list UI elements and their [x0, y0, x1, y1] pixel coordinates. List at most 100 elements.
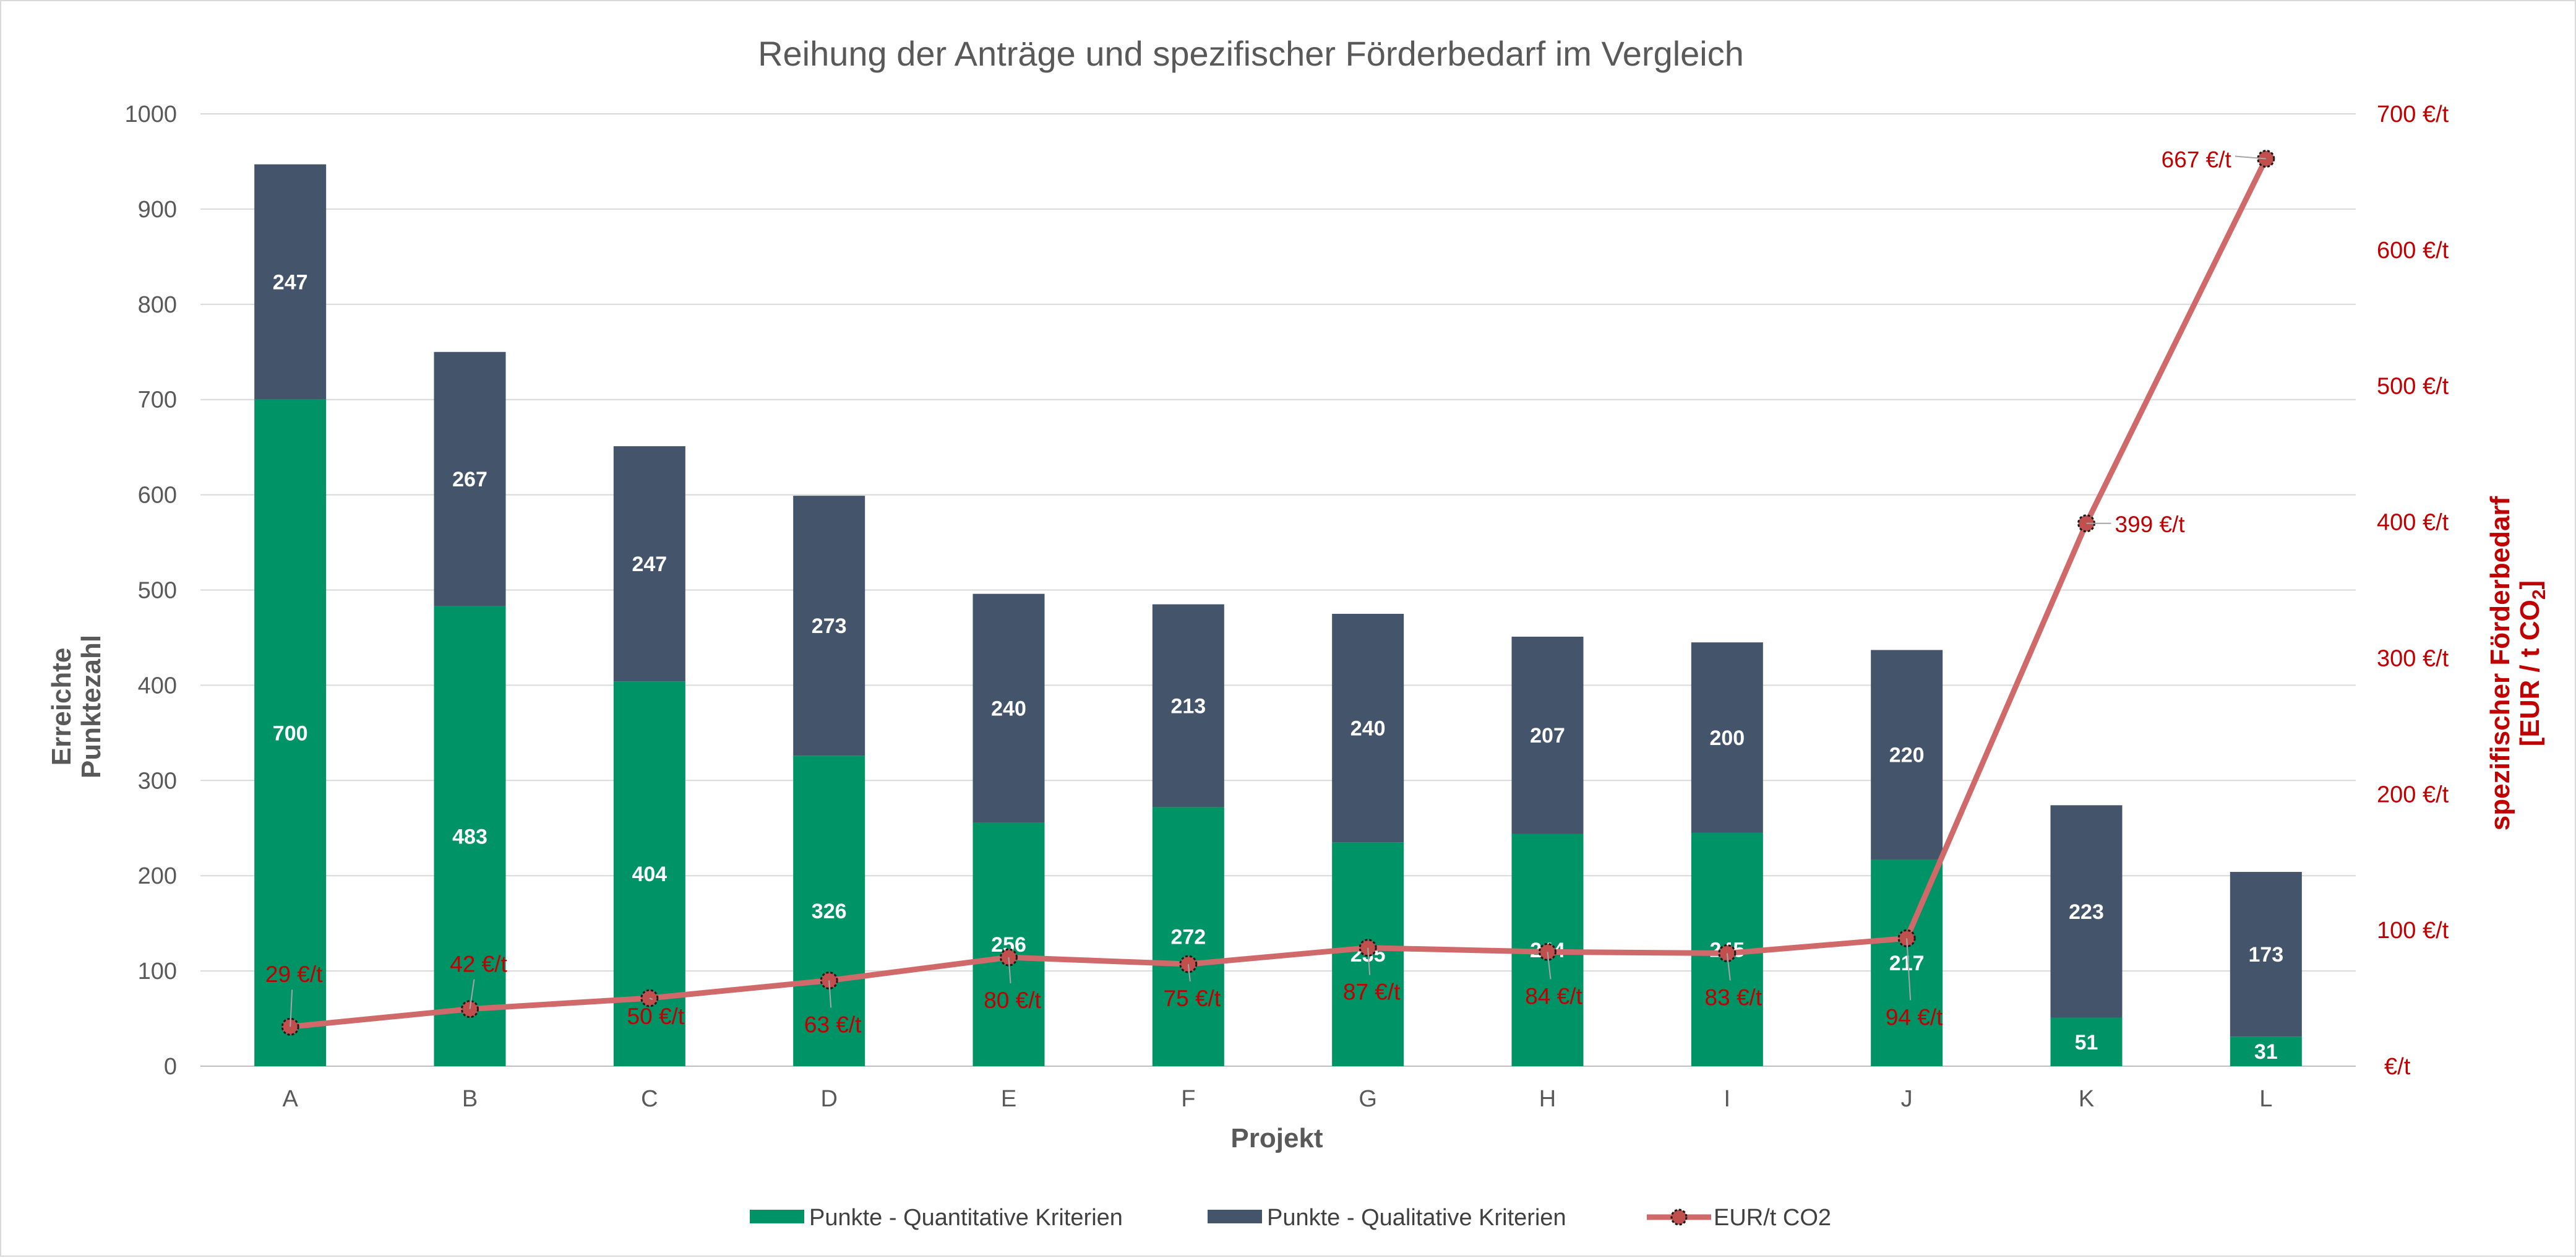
bar-qualitative [2050, 805, 2123, 1018]
label-leader [1726, 953, 1731, 981]
bar-qualitative [793, 496, 865, 756]
line-data-label: 83 €/t [1705, 985, 1762, 1010]
line-data-label: 399 €/t [2115, 512, 2186, 537]
bar-quantitative [1871, 859, 1943, 1066]
x-tick-label: C [641, 1086, 658, 1112]
x-tick-label: F [1181, 1086, 1195, 1112]
y2-axis-title-bracket: ] [2515, 580, 2545, 590]
y-tick-label: 100 [138, 959, 177, 984]
line-data-label: 667 €/t [2162, 147, 2232, 173]
legend-swatch [750, 1210, 804, 1223]
bar-quantitative [2050, 1017, 2123, 1066]
y-axis-title-line1: Erreichte [46, 648, 77, 766]
x-axis-title: Projekt [1230, 1123, 1323, 1153]
y2-tick-label: 600 €/t [2377, 238, 2449, 264]
bar-label-qualitative: 213 [1170, 694, 1206, 718]
bar-qualitative [434, 351, 506, 606]
label-leader [1547, 952, 1552, 980]
label-leader [828, 980, 832, 1008]
y-axis-title-line2: Punktezahl [76, 635, 106, 778]
label-leader [290, 989, 293, 1027]
bar-label-qualitative: 240 [1350, 717, 1386, 741]
y-axis-ticks: 0 100 200 300 400 500 600 700 800 900 1000 [124, 101, 177, 1080]
bars: 7002474832674042473262732562402722132352… [254, 164, 2302, 1067]
y2-tick-label: 400 €/t [2377, 510, 2449, 536]
bar-qualitative [1332, 613, 1404, 843]
legend: Punkte - Quantitative Kriterien Punkte - … [750, 1205, 1831, 1231]
bar-label-qualitative: 223 [2069, 900, 2104, 924]
chart-title: Reihung der Anträge und spezifischer För… [758, 34, 1744, 73]
legend-swatch-marker [1670, 1208, 1688, 1226]
bar-label-quantitative: 217 [1889, 952, 1925, 975]
label-leader [1906, 938, 1912, 1001]
label-leader [649, 997, 653, 1000]
legend-label: Punkte - Quantitative Kriterien [809, 1205, 1123, 1231]
line-eur-per-t [290, 157, 2269, 1030]
label-leader [1367, 947, 1371, 975]
y2-tick-label: €/t [2384, 1054, 2411, 1080]
y2-tick-label: 700 €/t [2377, 101, 2449, 127]
y2-tick-label: 200 €/t [2377, 782, 2449, 808]
y-tick-label: 800 [138, 292, 177, 318]
bar-label-qualitative: 247 [273, 271, 308, 295]
bar-label-qualitative: 220 [1889, 744, 1925, 767]
bar-quantitative [972, 822, 1045, 1066]
bar-label-quantitative: 31 [2254, 1040, 2278, 1064]
line-data-label: 75 €/t [1164, 986, 1221, 1011]
bar-qualitative [254, 164, 327, 400]
y2-tick-label: 500 €/t [2377, 374, 2449, 400]
y2-axis-title-line1: spezifischer Förderbedarf [2485, 496, 2515, 830]
x-tick-label: G [1359, 1086, 1377, 1112]
y-tick-label: 300 [138, 768, 177, 794]
bar-label-qualitative: 247 [632, 553, 667, 576]
x-tick-label: K [2079, 1086, 2094, 1112]
bar-label-quantitative: 483 [452, 825, 487, 848]
y-tick-label: 1000 [124, 101, 177, 127]
x-tick-label: A [282, 1086, 298, 1112]
line-data-label: 42 €/t [450, 952, 507, 977]
line-data-label: 63 €/t [804, 1012, 862, 1037]
bar-quantitative [2230, 1036, 2302, 1066]
y-axis-title: Erreichte Punktezahl [46, 635, 106, 778]
x-tick-label: L [2259, 1086, 2272, 1112]
y2-axis-ticks: €/t 100 €/t 200 €/t 300 €/t 400 €/t 500 €/t 60… [2377, 101, 2449, 1080]
bar-qualitative [1691, 642, 1763, 833]
bar-label-quantitative: 700 [273, 722, 308, 745]
line-data-label: 80 €/t [984, 988, 1041, 1013]
y-tick-label: 500 [138, 578, 177, 604]
bar-qualitative [1871, 650, 1943, 860]
label-leader [1187, 964, 1191, 982]
bar-label-qualitative: 207 [1530, 724, 1565, 747]
y-tick-label: 900 [138, 197, 177, 223]
bar-label-qualitative: 173 [2248, 943, 2283, 967]
x-tick-label: J [1901, 1086, 1913, 1112]
bar-quantitative [1152, 807, 1224, 1066]
legend-swatch [1208, 1210, 1262, 1223]
bar-label-qualitative: 267 [452, 468, 487, 491]
y-tick-label: 400 [138, 673, 177, 699]
bar-label-qualitative: 273 [812, 614, 847, 638]
label-leader [469, 979, 475, 1009]
gridlines [200, 113, 2356, 1067]
bar-label-qualitative: 200 [1709, 726, 1745, 750]
line-data-label: 94 €/t [1886, 1004, 1943, 1030]
bar-qualitative [2230, 872, 2302, 1037]
x-tick-label: I [1724, 1086, 1731, 1112]
bar-label-quantitative: 272 [1170, 926, 1206, 949]
label-leader [1008, 957, 1011, 984]
bar-qualitative [1152, 604, 1224, 808]
label-leader [2235, 155, 2266, 160]
bar-qualitative [972, 593, 1045, 823]
y-tick-label: 700 [138, 387, 177, 413]
bar-label-qualitative: 240 [991, 697, 1026, 720]
bar-quantitative [434, 606, 506, 1066]
legend-label: EUR/t CO2 [1714, 1205, 1831, 1231]
y-tick-label: 200 [138, 863, 177, 889]
x-axis-ticks: A B C D E F G H I J K L [282, 1086, 2272, 1112]
x-tick-label: B [462, 1086, 478, 1112]
y-tick-label: 600 [138, 483, 177, 509]
bar-quantitative [254, 399, 327, 1067]
y2-axis-title-subscript: 2 [2529, 589, 2549, 600]
line-data-label: 50 €/t [627, 1004, 685, 1029]
